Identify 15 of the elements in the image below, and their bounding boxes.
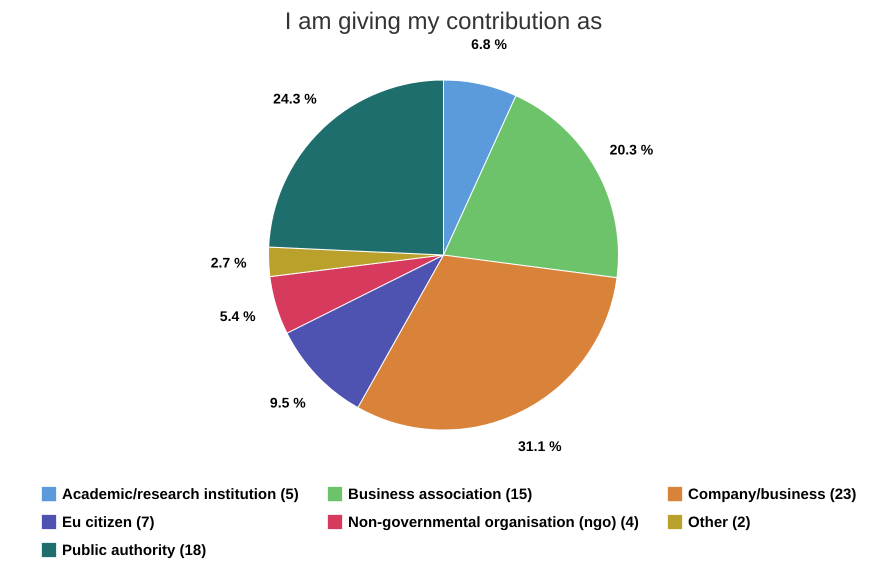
- legend-label: Company/business (23): [688, 486, 856, 504]
- data-label: 24.3 %: [273, 90, 318, 107]
- legend-label: Eu citizen (7): [62, 514, 155, 531]
- legend-label: Other (2): [688, 514, 751, 531]
- data-label: 9.5 %: [270, 394, 306, 410]
- data-label: 5.4 %: [220, 308, 256, 324]
- legend-label: Non-governmental organisation (ngo) (4): [348, 514, 639, 531]
- legend-label: Academic/research institution (5): [62, 486, 299, 504]
- data-label: 6.8 %: [471, 36, 508, 52]
- chart-title: I am giving my contribution as: [284, 8, 602, 35]
- data-label: 31.1 %: [518, 438, 562, 454]
- legend-label: Public authority (18): [62, 542, 206, 559]
- data-label: 2.7 %: [210, 254, 248, 270]
- legend-label: Business association (15): [348, 486, 532, 504]
- data-label: 20.3 %: [610, 142, 654, 158]
